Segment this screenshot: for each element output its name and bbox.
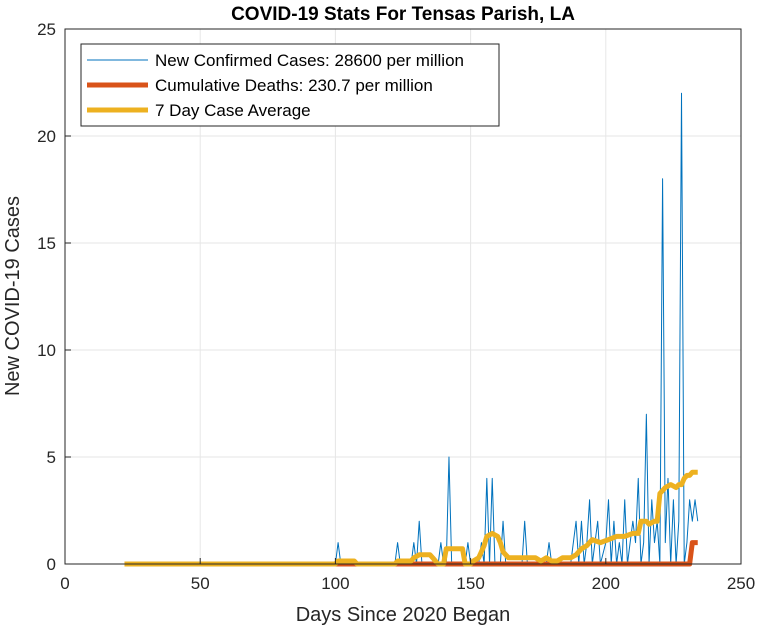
y-tick-label: 15 bbox=[37, 234, 56, 253]
legend: New Confirmed Cases: 28600 per million Cu… bbox=[80, 43, 500, 127]
x-tick-label: 150 bbox=[456, 574, 484, 593]
plot-frame bbox=[64, 28, 742, 565]
x-axis-ticks: 0 50 100 150 200 250 bbox=[60, 558, 755, 593]
chart-title: COVID-19 Stats For Tensas Parish, LA bbox=[231, 4, 575, 25]
y-tick-label: 10 bbox=[37, 341, 56, 360]
series-line-3 bbox=[124, 469, 698, 567]
x-tick-label: 0 bbox=[60, 574, 69, 593]
y-tick-label: 25 bbox=[37, 20, 56, 39]
x-tick-label: 100 bbox=[321, 574, 349, 593]
x-axis-label: Days Since 2020 Began bbox=[296, 604, 511, 626]
x-tick-label: 250 bbox=[727, 574, 755, 593]
plot-series bbox=[124, 92, 699, 567]
legend-entry-label: 7 Day Case Average bbox=[155, 101, 311, 120]
legend-entry-label: Cumulative Deaths: 230.7 per million bbox=[155, 76, 433, 95]
y-tick-label: 20 bbox=[37, 127, 56, 146]
y-tick-label: 0 bbox=[47, 555, 56, 574]
series-line-1 bbox=[124, 92, 699, 565]
y-axis-label: New COVID-19 Cases bbox=[2, 196, 24, 396]
y-axis-ticks: 0 5 10 15 20 25 bbox=[37, 20, 71, 574]
y-tick-label: 5 bbox=[47, 448, 56, 467]
x-tick-label: 200 bbox=[592, 574, 620, 593]
legend-box bbox=[80, 43, 500, 127]
x-tick-label: 50 bbox=[191, 574, 210, 593]
legend-entry-label: New Confirmed Cases: 28600 per million bbox=[155, 51, 464, 70]
